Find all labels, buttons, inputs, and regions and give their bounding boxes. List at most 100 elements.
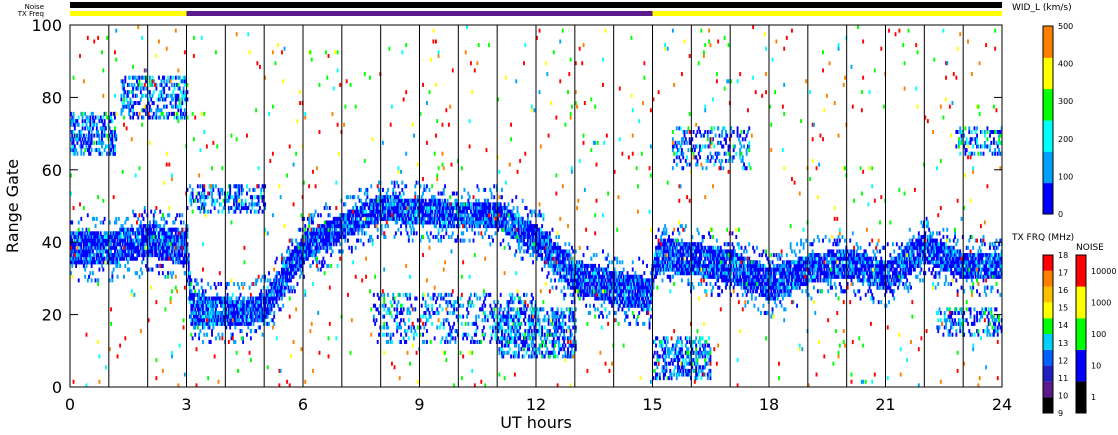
rti-cell bbox=[639, 300, 642, 305]
rti-cell bbox=[627, 296, 630, 301]
rti-cell bbox=[186, 242, 189, 247]
rti-cell bbox=[582, 289, 585, 294]
rti-cell bbox=[194, 314, 197, 319]
rti-cell bbox=[683, 263, 686, 268]
rti-cell bbox=[649, 314, 652, 319]
rti-cell bbox=[168, 213, 171, 218]
rti-cell bbox=[616, 256, 619, 261]
rti-cell bbox=[296, 253, 299, 258]
rti-cell bbox=[413, 206, 415, 211]
rti-cell bbox=[688, 242, 691, 247]
rti-cell bbox=[638, 278, 641, 283]
rti-cell bbox=[665, 263, 668, 268]
rti-cell bbox=[702, 249, 705, 254]
rti-cell bbox=[291, 260, 294, 265]
rti-cell bbox=[391, 195, 393, 200]
rti-cell bbox=[337, 234, 340, 239]
rti-cell bbox=[696, 267, 699, 272]
rti-cell bbox=[216, 310, 219, 315]
rti-cell bbox=[501, 209, 503, 214]
rti-cell bbox=[296, 249, 299, 254]
rti-cell bbox=[309, 238, 312, 243]
rti-cell bbox=[165, 242, 168, 247]
rti-cell bbox=[490, 213, 493, 218]
rti-cell bbox=[594, 278, 597, 283]
rti-cell bbox=[582, 292, 585, 297]
rti-cell bbox=[196, 318, 199, 323]
rti-cell bbox=[142, 227, 145, 232]
rti-cell bbox=[269, 296, 272, 301]
rti-cell bbox=[490, 209, 493, 214]
rti-cell bbox=[666, 256, 669, 261]
rti-cell bbox=[121, 238, 124, 243]
rti-cell bbox=[89, 256, 92, 261]
rti-cell bbox=[125, 231, 128, 236]
rti-cell bbox=[675, 249, 678, 254]
rti-cell bbox=[173, 234, 176, 239]
rti-cell bbox=[365, 202, 368, 207]
rti-cell bbox=[655, 267, 657, 272]
rti-cell bbox=[186, 227, 189, 232]
rti-cell bbox=[397, 227, 400, 232]
rti-cell bbox=[567, 253, 569, 258]
rti-cell bbox=[190, 307, 193, 312]
rti-cell bbox=[261, 292, 264, 297]
rti-cell bbox=[498, 202, 501, 207]
rti-cell bbox=[577, 292, 580, 297]
rti-cell bbox=[103, 256, 106, 261]
rti-cell bbox=[71, 220, 74, 225]
rti-cell bbox=[668, 249, 670, 254]
rti-cell bbox=[155, 245, 158, 250]
rti-cell bbox=[634, 303, 637, 308]
rti-cell bbox=[230, 303, 233, 308]
rti-cell bbox=[467, 213, 470, 218]
rti-cell bbox=[283, 289, 286, 294]
rti-cell bbox=[640, 282, 643, 287]
rti-cell bbox=[260, 278, 263, 283]
rti-cell bbox=[538, 253, 541, 258]
rti-cell bbox=[334, 238, 336, 243]
rti-cell bbox=[484, 206, 487, 211]
rti-cell bbox=[195, 321, 198, 326]
rti-cell bbox=[561, 267, 564, 272]
rti-cell bbox=[115, 256, 118, 261]
rti-cell bbox=[73, 249, 76, 254]
rti-cell bbox=[568, 242, 571, 247]
rti-cell bbox=[411, 238, 414, 243]
rti-cell bbox=[608, 296, 611, 301]
rti-cell bbox=[699, 260, 701, 265]
rti-cell bbox=[427, 234, 430, 239]
rti-cell bbox=[331, 224, 334, 229]
rti-cell bbox=[220, 303, 223, 308]
rti-cell bbox=[416, 195, 419, 200]
rti-cell bbox=[208, 310, 211, 315]
rti-cell bbox=[176, 253, 179, 258]
rti-cell bbox=[348, 227, 351, 232]
rti-cell bbox=[155, 227, 158, 232]
rti-cell bbox=[189, 274, 191, 279]
rti-cell bbox=[574, 249, 577, 254]
rti-cell bbox=[323, 260, 326, 265]
rti-cell bbox=[170, 227, 173, 232]
rti-cell bbox=[159, 245, 162, 250]
rti-cell bbox=[136, 234, 138, 239]
rti-cell bbox=[77, 220, 80, 225]
rti-cell bbox=[666, 267, 669, 272]
rti-cell bbox=[152, 227, 155, 232]
rti-cell bbox=[160, 253, 163, 258]
rti-cell bbox=[554, 260, 557, 265]
rti-cell bbox=[85, 263, 88, 268]
rti-cell bbox=[270, 307, 273, 312]
rti-cell bbox=[596, 282, 599, 287]
rti-cell bbox=[656, 263, 659, 268]
rti-cell bbox=[303, 249, 305, 254]
rti-cell bbox=[366, 216, 369, 221]
rti-cell bbox=[556, 260, 559, 265]
rti-cell bbox=[497, 213, 500, 218]
rti-cell bbox=[86, 278, 89, 283]
rti-cell bbox=[493, 202, 496, 207]
rti-cell bbox=[361, 227, 364, 232]
rti-cell bbox=[537, 227, 540, 232]
rti-cell bbox=[607, 282, 610, 287]
rti-cell bbox=[345, 195, 348, 200]
